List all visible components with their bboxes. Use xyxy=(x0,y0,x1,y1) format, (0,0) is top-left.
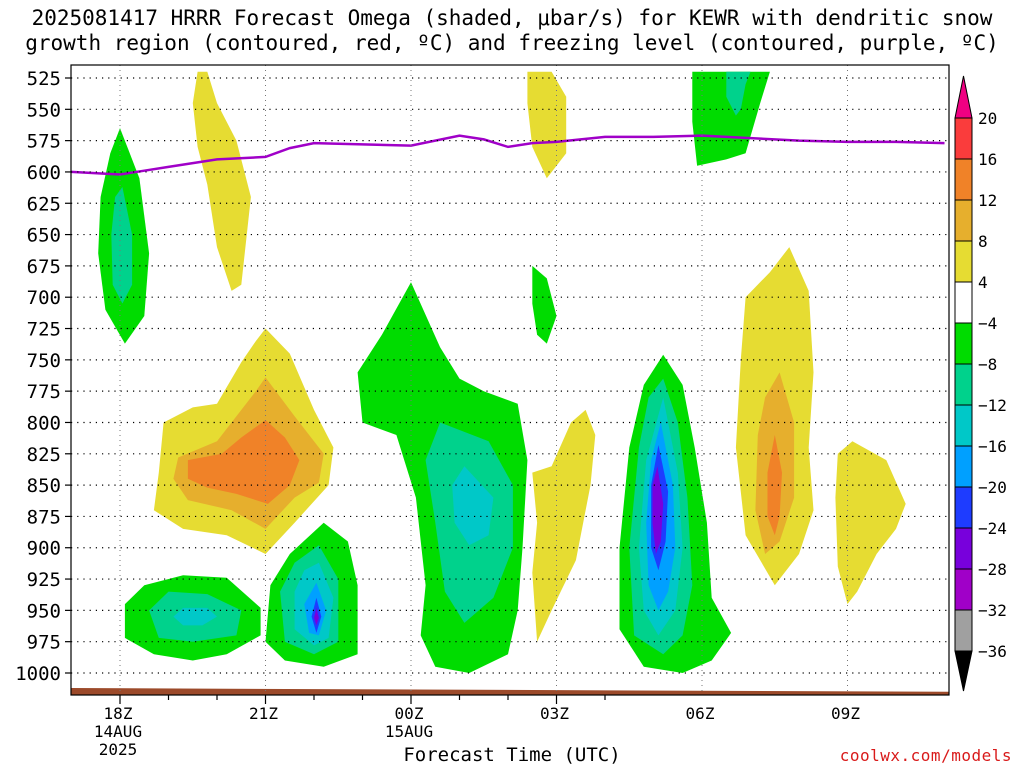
colorbar-label-12: 16 xyxy=(978,150,997,169)
y-tick-label-775: 775 xyxy=(27,381,61,403)
colorbar-bin-12 xyxy=(954,117,973,160)
y-axis: 525 550 575 600 625 650 675 700 725 750 775 800 825 8… xyxy=(15,68,71,685)
x-tick-label-27-0: 03Z xyxy=(540,704,569,723)
y-tick-label-650: 650 xyxy=(27,225,61,247)
x-tick-label-33-0: 09Z xyxy=(831,704,860,723)
y-tick-label-900: 900 xyxy=(27,538,61,560)
omega-region-14 xyxy=(314,607,319,626)
omega-region-22 xyxy=(726,71,751,116)
colorbar-bin-4 xyxy=(954,445,973,488)
omega-region-31 xyxy=(767,435,782,536)
site-credit[interactable]: coolwx.com/models xyxy=(839,746,1012,765)
colorbar-bin-8 xyxy=(954,281,973,324)
colorbar-label-11: 12 xyxy=(978,191,997,210)
plot-area xyxy=(71,71,949,695)
omega-region-0 xyxy=(192,71,251,291)
y-tick-label-725: 725 xyxy=(27,319,61,341)
colorbar-bin-10 xyxy=(954,199,973,242)
plot-frame xyxy=(70,64,950,696)
colorbar-bin-2 xyxy=(954,527,973,570)
x-tick-label-24-1: 15AUG xyxy=(385,722,433,741)
y-tick-label-925: 925 xyxy=(27,569,61,591)
y-tick-label-600: 600 xyxy=(27,162,61,184)
colorbar-label-8: −4 xyxy=(978,314,997,333)
colorbar-label-9: 4 xyxy=(978,273,988,292)
colorbar-label-6: −12 xyxy=(978,396,1007,415)
terrain-ground xyxy=(71,688,949,695)
omega-region-17 xyxy=(452,466,494,546)
omega-region-8 xyxy=(173,607,217,626)
x-tick-label-30-0: 06Z xyxy=(686,704,715,723)
colorbar-label-3: −24 xyxy=(978,519,1007,538)
omega-region-28 xyxy=(652,466,664,554)
colorbar-bin-min xyxy=(954,650,973,692)
y-tick-label-550: 550 xyxy=(27,99,61,121)
colorbar-bin-3 xyxy=(954,486,973,529)
y-tick-label-850: 850 xyxy=(27,475,61,497)
y-tick-label-575: 575 xyxy=(27,131,61,153)
colorbar-bin-0 xyxy=(954,609,973,652)
y-tick-label-875: 875 xyxy=(27,506,61,528)
omega-region-2 xyxy=(111,187,133,304)
x-tick-label-24-0: 00Z xyxy=(395,704,424,723)
y-tick-label-675: 675 xyxy=(27,256,61,278)
omega-region-5 xyxy=(187,420,300,504)
colorbar-bin-1 xyxy=(954,568,973,611)
colorbar-label-7: −8 xyxy=(978,355,997,374)
colorbar-bin-11 xyxy=(954,158,973,201)
colorbar-bin-5 xyxy=(954,404,973,447)
omega-region-18 xyxy=(527,71,567,179)
colorbar-label-1: −32 xyxy=(978,601,1007,620)
chart-title: 2025081417 HRRR Forecast Omega (shaded, … xyxy=(0,6,1024,56)
colorbar-bin-7 xyxy=(954,322,973,365)
colorbar-label-10: 8 xyxy=(978,232,988,251)
y-tick-label-975: 975 xyxy=(27,632,61,654)
chart-title-line-1: 2025081417 HRRR Forecast Omega (shaded, … xyxy=(31,6,993,30)
y-tick-label-525: 525 xyxy=(27,68,61,90)
x-tick-label-18-2: 2025 xyxy=(99,740,138,759)
y-tick-label-700: 700 xyxy=(27,287,61,309)
colorbar: −36 −32 −28 −24 −20 −16 −12 −8 −4 4 8 12 16 20 xyxy=(954,75,1007,692)
omega-region-32 xyxy=(835,441,906,605)
colorbar-bin-9 xyxy=(954,240,973,283)
y-tick-label-950: 950 xyxy=(27,600,61,622)
y-tick-label-825: 825 xyxy=(27,444,61,466)
y-tick-label-1000: 1000 xyxy=(15,663,61,685)
colorbar-bin-6 xyxy=(954,363,973,406)
omega-region-20 xyxy=(532,409,596,642)
y-tick-label-750: 750 xyxy=(27,350,61,372)
x-tick-label-18-0: 18Z xyxy=(104,704,133,723)
omega-region-19 xyxy=(532,265,557,344)
colorbar-label-4: −20 xyxy=(978,478,1007,497)
chart-title-line-2: growth region (contoured, red, ºC) and f… xyxy=(25,31,999,55)
grid-lines xyxy=(71,65,949,695)
plot-border xyxy=(70,64,950,696)
colorbar-bin-max xyxy=(954,75,973,119)
colorbar-label-5: −16 xyxy=(978,437,1007,456)
freezing-level-line xyxy=(71,134,945,176)
omega-region-21 xyxy=(692,71,770,166)
x-tick-label-18-1: 14AUG xyxy=(94,722,142,741)
x-axis-title: Forecast Time (UTC) xyxy=(403,744,621,766)
colorbar-label-0: −36 xyxy=(978,642,1007,661)
colorbar-label-13: 20 xyxy=(978,109,997,128)
colorbar-label-2: −28 xyxy=(978,560,1007,579)
x-tick-label-21-0: 21Z xyxy=(249,704,278,723)
y-tick-label-800: 800 xyxy=(27,412,61,434)
y-tick-label-625: 625 xyxy=(27,193,61,215)
